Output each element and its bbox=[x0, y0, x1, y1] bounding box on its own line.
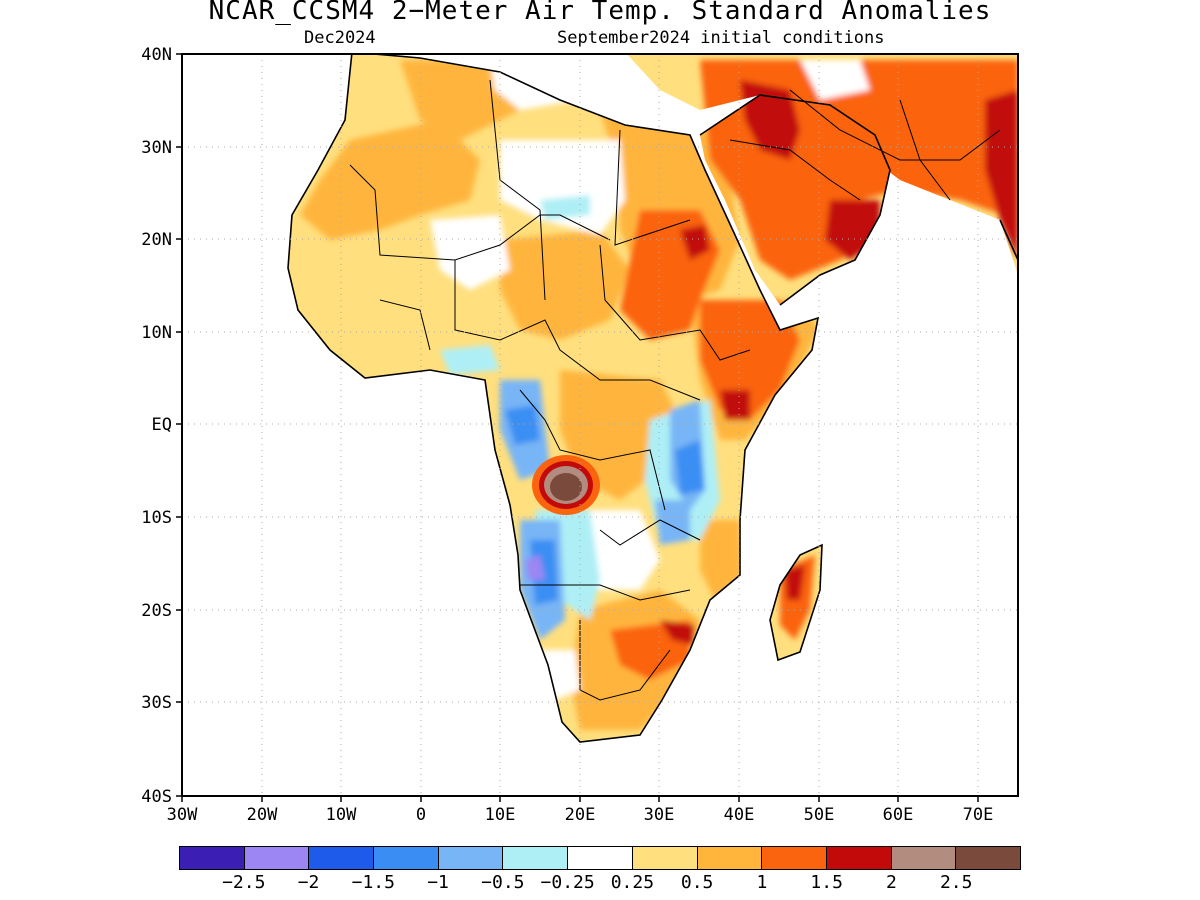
lat-label: 10N bbox=[141, 323, 172, 343]
anomaly-neutral-niger bbox=[430, 215, 510, 290]
anomaly-darkred-sudan bbox=[680, 225, 710, 260]
lon-label: 20W bbox=[247, 805, 278, 825]
colorbar-label: −2 bbox=[297, 872, 320, 893]
lat-label: EQ bbox=[152, 415, 172, 435]
colorbar-swatch bbox=[438, 847, 504, 869]
lon-label: 10W bbox=[326, 805, 357, 825]
anomaly-deepblue-tanzania bbox=[675, 440, 705, 495]
colorbar-swatch bbox=[309, 847, 375, 869]
colorbar-swatch bbox=[244, 847, 310, 869]
colorbar-swatch bbox=[568, 847, 633, 869]
map-title: NCAR_CCSM4 2−Meter Air Temp. Standard An… bbox=[208, 0, 992, 26]
colorbar-swatch bbox=[762, 847, 827, 869]
anomaly-darkred-india bbox=[985, 90, 1018, 260]
lat-label: 20N bbox=[141, 230, 172, 250]
colorbar-swatch bbox=[374, 847, 439, 869]
colorbar-swatch bbox=[632, 847, 698, 869]
lon-label: 70E bbox=[963, 805, 994, 825]
lat-label: 30N bbox=[141, 138, 172, 158]
colorbar-label: −2.5 bbox=[222, 872, 266, 893]
lon-label: 20E bbox=[565, 805, 596, 825]
colorbar-swatch bbox=[826, 847, 892, 869]
lat-label: 20S bbox=[141, 601, 172, 621]
anomaly-lightblue-libya bbox=[540, 195, 590, 220]
graticule bbox=[182, 54, 1018, 796]
initial-conditions: September2024 initial conditions bbox=[557, 28, 885, 48]
valid-month: Dec2024 bbox=[304, 28, 376, 48]
map-frame bbox=[181, 53, 1019, 797]
anomaly-deepblue-gabon bbox=[505, 405, 540, 445]
colorbar bbox=[179, 846, 1021, 870]
colorbar-label: −0.25 bbox=[540, 872, 595, 893]
anomaly-neutral-caspian bbox=[800, 60, 870, 100]
colorbar-label: −1.5 bbox=[351, 872, 395, 893]
colorbar-swatch bbox=[697, 847, 763, 869]
colorbar-label: 1.5 bbox=[810, 872, 843, 893]
anomaly-orange-chad bbox=[500, 230, 630, 340]
colorbar-label: 2 bbox=[886, 872, 897, 893]
colorbar-label: 0.25 bbox=[610, 872, 655, 893]
anomaly-darkred-mozambique bbox=[660, 620, 695, 645]
colorbar-swatch bbox=[891, 847, 957, 869]
anomaly-neutral-libya bbox=[500, 140, 625, 235]
anomaly-darkred-iraq bbox=[740, 80, 800, 160]
lat-label: 10S bbox=[141, 508, 172, 528]
anomaly-blue-malawi bbox=[655, 500, 690, 545]
colorbar-label: −1 bbox=[427, 872, 449, 893]
coastlines bbox=[287, 54, 1018, 743]
lon-label: 40E bbox=[724, 805, 755, 825]
colorbar-swatch bbox=[956, 847, 1020, 869]
lon-label: 60E bbox=[883, 805, 914, 825]
lon-label: 30E bbox=[644, 805, 675, 825]
axis-ticks bbox=[176, 53, 979, 802]
colorbar-label: 2.5 bbox=[939, 872, 973, 893]
colorbar-label: 0.5 bbox=[680, 872, 714, 893]
lon-label: 0 bbox=[416, 805, 426, 825]
colorbar-label: −0.5 bbox=[481, 872, 525, 893]
anomaly-orange-mozambique bbox=[700, 520, 742, 600]
anomaly-lightblue-gulf-guinea bbox=[440, 345, 500, 375]
lon-label: 50E bbox=[804, 805, 835, 825]
lon-label: 10E bbox=[485, 805, 516, 825]
anomaly-darkred-somalia bbox=[720, 390, 750, 420]
lat-label: 40N bbox=[141, 45, 172, 65]
anomaly-orange-west-sahara bbox=[300, 120, 480, 240]
anomaly-purple-angola bbox=[525, 555, 545, 580]
lat-label: 30S bbox=[141, 693, 172, 713]
anomaly-hotspot-congo bbox=[532, 455, 600, 515]
colorbar-label: 1 bbox=[756, 872, 768, 893]
colorbar-swatch bbox=[180, 847, 245, 869]
country-borders bbox=[349, 79, 1001, 701]
lon-label: 30W bbox=[167, 805, 198, 825]
anomaly-darkred-madagascar bbox=[785, 565, 805, 600]
lat-label: 40S bbox=[141, 787, 172, 807]
colorbar-swatch bbox=[503, 847, 569, 869]
